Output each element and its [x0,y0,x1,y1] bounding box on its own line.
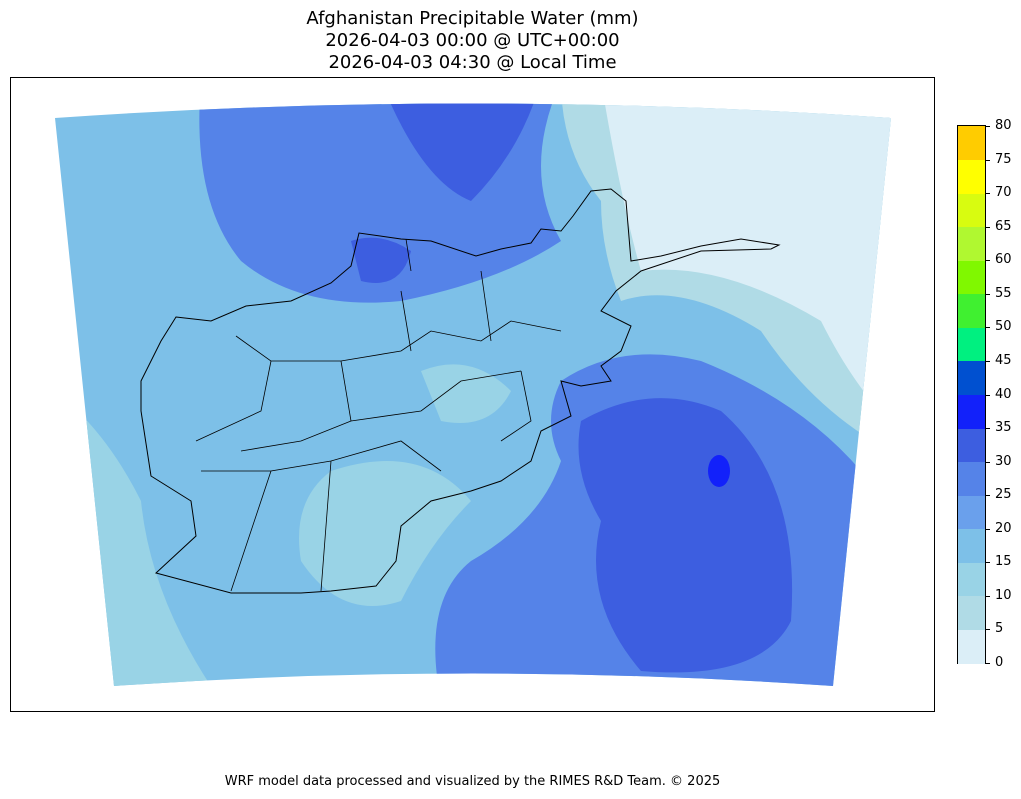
title-line-3: 2026-04-03 04:30 @ Local Time [328,52,617,73]
colorbar-bin [958,360,985,395]
colorbar-bin [958,461,985,496]
colorbar-tick-label: 40 [986,387,1012,402]
colorbar-tick-label: 0 [985,656,1003,670]
field-35-40-spot [708,455,730,487]
colorbar [957,125,986,664]
colorbar-bin [958,226,985,261]
colorbar-bin [958,629,985,664]
colorbar-tick-label: 5 [985,622,1003,636]
colorbar-bin [958,260,985,295]
colorbar-tick-label: 25 [986,488,1012,502]
title-line-2: 2026-04-03 00:00 @ UTC+00:00 [325,30,620,51]
colorbar-bin [958,394,985,429]
colorbar-tick-label: 30 [986,454,1012,469]
colorbar-tick-label: 50 [986,320,1012,334]
field-10-15-south [299,461,471,606]
colorbar-bin [958,495,985,530]
colorbar-bin [958,159,985,194]
colorbar-bin [958,327,985,362]
colorbar-tick-label: 75 [986,152,1012,167]
colorbar-bin [958,293,985,328]
colorbar-tick-label: 35 [986,421,1012,435]
colorbar-bin [958,428,985,463]
colorbar-bin [958,126,985,161]
field-10-15-west2 [55,261,77,421]
field-30-35-se [578,398,793,673]
field-30-35-north [381,103,541,201]
colorbar-tick-label: 15 [986,555,1012,569]
title-line-1: Afghanistan Precipitable Water (mm) [306,8,639,29]
colorbar-bin [958,528,985,563]
rimes-logo: RIMES [866,710,932,711]
colorbar-tick-label: 65 [986,219,1012,234]
colorbar-tick-label: 20 [986,521,1012,536]
field-30-35-patch [351,237,411,283]
province-borders [195,238,562,592]
colorbar-bin [958,595,985,630]
colorbar-tick-label: 70 [986,186,1012,200]
field-10-15-central [421,364,511,423]
colorbar-tick-label: 55 [986,286,1012,301]
precipitable-water-map [55,103,891,686]
afghanistan-border [140,188,781,594]
colorbar-tick-label: 60 [986,253,1012,267]
colorbar-bin [958,562,985,597]
colorbar-bin [958,193,985,228]
map-frame: RIMES [10,77,935,712]
field-0-5-ne [601,103,891,441]
colorbar-tick-label: 45 [986,353,1012,368]
colorbar-tick-label: 10 [986,588,1012,603]
footer-credit: WRF model data processed and visualized … [224,774,721,789]
colorbar-tick-label: 80 [986,119,1012,133]
